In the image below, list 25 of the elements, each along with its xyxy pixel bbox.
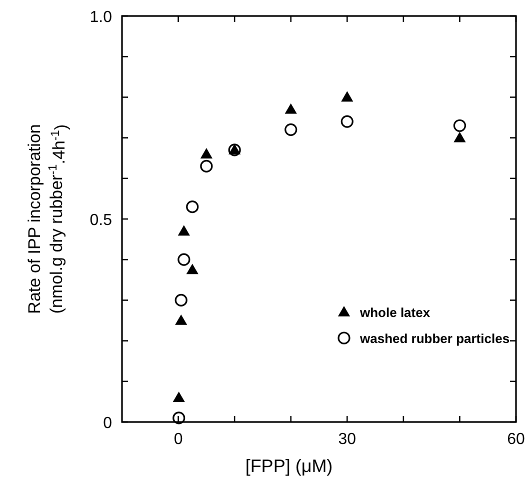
point xyxy=(284,103,297,114)
point xyxy=(200,148,212,158)
point xyxy=(453,119,466,132)
y-tick-label: 0.5 xyxy=(90,212,112,229)
point xyxy=(172,412,186,424)
y-tick-label: 0 xyxy=(103,415,112,432)
x-tick-label: 0 xyxy=(174,431,183,448)
legend-label: washed rubber particles xyxy=(359,331,510,346)
point xyxy=(178,225,190,236)
point xyxy=(340,115,354,128)
point xyxy=(186,200,199,214)
point xyxy=(172,392,185,402)
point xyxy=(200,160,213,173)
point xyxy=(186,264,198,274)
point xyxy=(175,314,188,325)
y-tick-label: 1.0 xyxy=(90,9,112,26)
point xyxy=(341,91,354,102)
x-tick-label: 30 xyxy=(338,431,356,448)
x-axis-title: [FPP] (μM) xyxy=(245,456,333,476)
point xyxy=(178,253,190,266)
point xyxy=(174,294,188,306)
legend-label: whole latex xyxy=(359,305,431,320)
point xyxy=(284,123,298,136)
x-tick-label: 60 xyxy=(507,431,525,448)
point xyxy=(454,132,466,142)
